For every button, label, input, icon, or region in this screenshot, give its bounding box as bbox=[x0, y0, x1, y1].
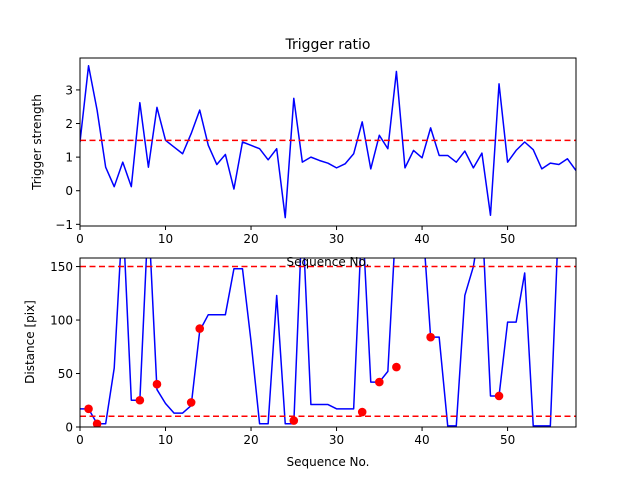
bottom-marker-8 bbox=[375, 377, 384, 387]
top-y-axis-label: Trigger strength bbox=[30, 94, 44, 191]
top-x-tick-label: 30 bbox=[329, 232, 344, 246]
bottom-marker-11 bbox=[494, 391, 504, 401]
top-x-tick-label: 40 bbox=[414, 232, 429, 246]
top-y-tick-label: 1 bbox=[65, 151, 73, 165]
top-x-tick-label: 10 bbox=[158, 232, 173, 246]
bottom-x-tick-label: 10 bbox=[158, 433, 173, 447]
bottom-plot-area bbox=[80, 258, 576, 427]
top-x-tick-label: 20 bbox=[243, 232, 258, 246]
bottom-x-axis-label: Sequence No. bbox=[287, 455, 370, 469]
top-x-tick-label: 50 bbox=[500, 232, 515, 246]
bottom-x-tick-label: 50 bbox=[500, 433, 515, 447]
top-axes-frame bbox=[79, 57, 577, 227]
bottom-x-tick-label: 20 bbox=[243, 433, 258, 447]
top-x-axis-label: Sequence No. bbox=[287, 255, 370, 269]
top-plot-area bbox=[80, 64, 576, 219]
top-series-line-0 bbox=[80, 64, 576, 219]
bottom-ticks: 0 10 20 30 40 50 0 50 100 150 bbox=[50, 260, 515, 447]
bottom-series-line-0 bbox=[80, 258, 558, 427]
top-x-tick-label: 0 bbox=[76, 232, 84, 246]
bottom-x-tick-label: 40 bbox=[414, 433, 429, 447]
bottom-y-tick-label: 100 bbox=[50, 314, 73, 328]
bottom-marker-0 bbox=[84, 404, 93, 414]
bottom-y-tick-label: 50 bbox=[58, 367, 73, 381]
bottom-marker-6 bbox=[289, 416, 299, 425]
bottom-marker-2 bbox=[135, 395, 145, 405]
bottom-marker-9 bbox=[392, 362, 401, 372]
distance-panel: 0 10 20 30 40 50 0 50 100 150 Distance [pix] Sequ… bbox=[23, 257, 577, 469]
bottom-y-tick-label: 0 bbox=[65, 421, 73, 435]
top-y-tick-label: 2 bbox=[65, 117, 73, 131]
bottom-marker-7 bbox=[357, 407, 367, 417]
top-y-tick-label: 0 bbox=[65, 184, 73, 198]
top-y-tick-label: −1 bbox=[55, 218, 73, 232]
top-y-tick-label: 3 bbox=[65, 83, 73, 97]
bottom-marker-5 bbox=[195, 324, 205, 333]
bottom-x-tick-label: 0 bbox=[76, 433, 84, 447]
bottom-marker-10 bbox=[426, 332, 435, 342]
chart-title: Trigger ratio bbox=[284, 37, 370, 53]
bottom-marker-1 bbox=[92, 419, 102, 427]
bottom-y-tick-label: 150 bbox=[50, 260, 73, 274]
bottom-axes-frame bbox=[79, 257, 577, 428]
bottom-x-tick-label: 30 bbox=[329, 433, 344, 447]
bottom-y-axis-label: Distance [pix] bbox=[23, 300, 37, 384]
bottom-marker-4 bbox=[186, 398, 196, 407]
bottom-marker-3 bbox=[152, 379, 162, 389]
